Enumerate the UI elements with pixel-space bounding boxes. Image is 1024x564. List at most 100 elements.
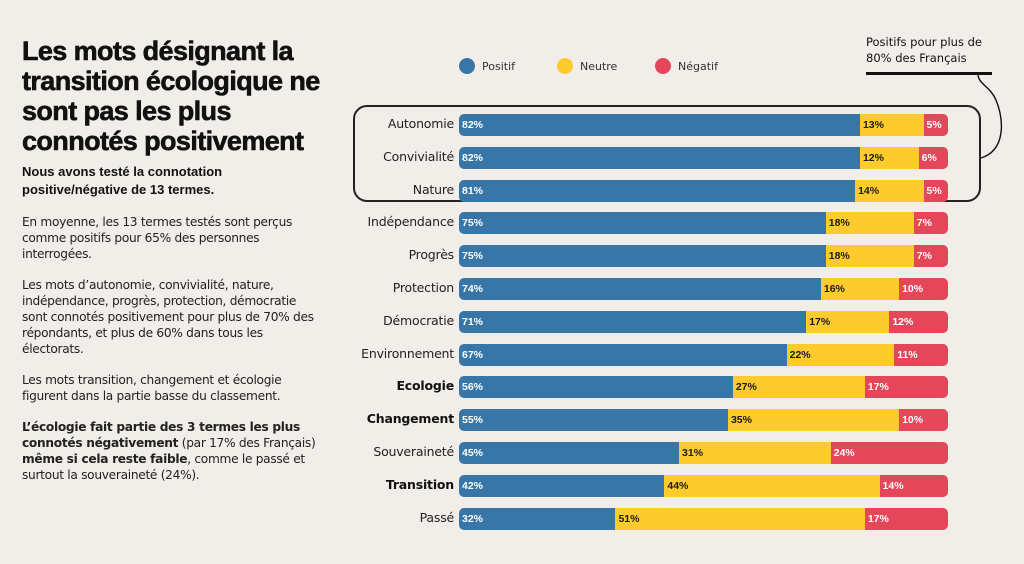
bar-segment-négatif: 10% [899, 409, 948, 432]
category-label: Convivialité [383, 148, 454, 164]
category-label: Transition [385, 476, 454, 492]
bar-segment-négatif: 17% [864, 376, 948, 399]
data-label: 45% [462, 447, 484, 459]
stacked-bar: 67% 22% 11% [459, 343, 948, 366]
bar-row: Nature 81% 14% 5% [0, 179, 1024, 202]
stacked-bar: 75% 18% 7% [459, 212, 948, 235]
bar-segment-positif: 74% [459, 278, 821, 300]
paragraph-low-ranking: Les mots transition, changement et écolo… [22, 373, 282, 403]
data-label: 10% [902, 283, 924, 295]
bar-segment-négatif: 14% [879, 474, 948, 497]
bar-row: Transition 42% 44% 14% [0, 474, 1024, 497]
category-label: Environnement [361, 345, 454, 361]
bar-segment-neutre: 14% [855, 179, 924, 202]
bar-segment-négatif: 5% [923, 114, 948, 136]
bar-row: Souveraineté 45% 31% 24% [0, 442, 1024, 464]
bar-segment-positif: 67% [459, 343, 787, 366]
data-label: 16% [823, 283, 845, 295]
bar-segment-neutre: 16% [820, 278, 900, 300]
bar-segment-positif: 42% [459, 474, 665, 497]
data-label: 18% [828, 250, 850, 263]
legend-label: Neutre [580, 59, 618, 73]
bar-segment-neutre: 12% [859, 146, 919, 169]
data-label: 75% [462, 250, 484, 263]
bar-segment-neutre: 17% [806, 310, 890, 333]
legend-dot-icon [459, 58, 475, 74]
data-label: 17% [867, 512, 889, 525]
data-label: 56% [462, 381, 484, 394]
data-label: 81% [462, 184, 484, 197]
legend-item-positif: Positif [459, 58, 515, 74]
bar-segment-neutre: 31% [679, 442, 831, 464]
data-label: 82% [462, 151, 484, 164]
category-label: Protection [392, 280, 454, 295]
legend-item-neutre: Neutre [557, 58, 617, 74]
paragraph-average: En moyenne, les 13 termes testés sont pe… [22, 215, 293, 261]
bar-row: Autonomie 82% 13% 5% [0, 114, 1024, 136]
legend-dot-icon [655, 58, 671, 74]
data-label: 13% [862, 119, 884, 131]
stacked-bar: 32% 51% 17% [459, 507, 948, 530]
data-label: 7% [916, 250, 932, 263]
bar-segment-positif: 71% [459, 310, 807, 333]
bar-segment-neutre: 18% [825, 245, 914, 268]
bar-segment-positif: 75% [459, 245, 826, 268]
data-label: 22% [789, 348, 811, 361]
data-label: 32% [462, 512, 484, 525]
bar-segment-positif: 82% [459, 114, 860, 136]
data-label: 14% [858, 184, 880, 197]
bar-row: Changement 55% 35% 10% [0, 409, 1024, 432]
annotation-label: Positifs pour plus de 80% des Français [866, 35, 982, 65]
data-label: 74% [462, 283, 484, 295]
data-label: 5% [926, 119, 942, 131]
data-label: 5% [926, 184, 942, 197]
data-label: 42% [462, 479, 484, 492]
bar-segment-négatif: 6% [918, 146, 948, 169]
bar-segment-positif: 56% [459, 376, 733, 399]
annotation-underline [866, 72, 992, 75]
bar-segment-positif: 45% [459, 442, 680, 464]
bar-segment-neutre: 27% [732, 376, 865, 399]
stacked-bar: 56% 27% 17% [459, 376, 948, 399]
category-label: Démocratie [383, 312, 454, 328]
legend-item-négatif: Négatif [655, 58, 718, 74]
bar-row: Convivialité 82% 12% 6% [0, 146, 1024, 169]
stacked-bar: 45% 31% 24% [459, 442, 948, 464]
bar-segment-négatif: 24% [830, 442, 948, 464]
category-label: Progrès [408, 247, 455, 263]
data-label: 51% [618, 512, 640, 525]
bar-row: Environnement 67% 22% 11% [0, 343, 1024, 366]
data-label: 82% [462, 119, 484, 131]
data-label: 55% [462, 414, 484, 427]
connector-curve [977, 73, 1002, 159]
data-label: 17% [809, 315, 831, 328]
data-label: 11% [897, 348, 918, 361]
data-label: 6% [921, 151, 937, 164]
body-text: , comme le passé et surtout la souverain… [22, 452, 305, 482]
bar-segment-neutre: 18% [825, 212, 914, 235]
paragraph-ecologie-negative: L’écologie fait partie des 3 termes les … [22, 419, 322, 483]
data-label: 17% [867, 381, 889, 394]
data-label: 12% [862, 151, 884, 164]
bar-row: Démocratie 71% 17% 12% [0, 310, 1024, 333]
stacked-bar: 81% 14% 5% [459, 179, 948, 202]
bar-segment-neutre: 51% [615, 507, 865, 530]
bar-row: Indépendance 75% 18% 7% [0, 212, 1024, 235]
bar-segment-positif: 55% [459, 409, 728, 432]
paragraph-positive-words: Les mots d’autonomie, convivialité, natu… [22, 278, 314, 356]
data-label: 24% [833, 447, 855, 459]
data-label: 44% [667, 479, 689, 492]
category-label: Indépendance [367, 214, 455, 230]
data-label: 7% [916, 217, 932, 230]
subtitle: Nous avons testé la connotation positive… [22, 164, 223, 197]
category-label: Passé [419, 509, 455, 525]
stacked-bar: 82% 13% 5% [459, 114, 948, 136]
category-label: Autonomie [387, 116, 454, 131]
emphasis-text: L’écologie fait partie des 3 termes les … [22, 420, 301, 450]
bar-segment-positif: 82% [459, 146, 860, 169]
category-label: Souveraineté [373, 444, 454, 459]
bar-segment-neutre: 35% [727, 409, 900, 432]
legend-dot-icon [557, 58, 573, 74]
data-label: 10% [902, 414, 924, 427]
